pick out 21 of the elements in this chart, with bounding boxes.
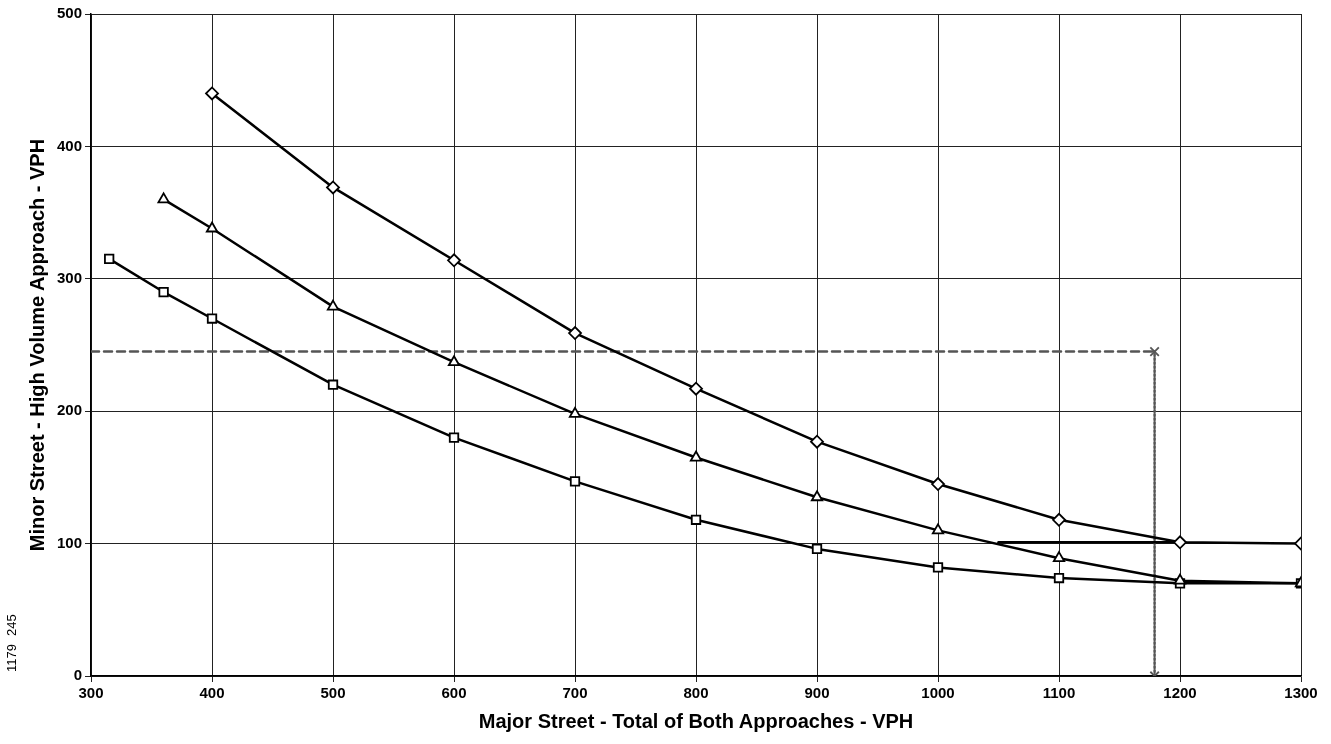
y-tick-label: 300 bbox=[57, 268, 83, 286]
x-tick-label: 1300 bbox=[1284, 684, 1318, 702]
y-tick-label: 0 bbox=[73, 666, 83, 684]
x-tick-label: 500 bbox=[320, 684, 346, 702]
x-tick-label: 1000 bbox=[921, 684, 955, 702]
text: 1179 bbox=[3, 644, 19, 672]
x-tick-label: 600 bbox=[441, 684, 467, 702]
text: 245 bbox=[3, 614, 19, 637]
x-axis-title: Major Street - Total of Both Approaches - VPH bbox=[478, 709, 914, 732]
x-tick-label: 800 bbox=[683, 684, 709, 702]
y-axis-title: Minor Street - High Volume Approach - VPH bbox=[25, 138, 48, 552]
x-tick-label: 1200 bbox=[1163, 684, 1197, 702]
x-tick-label: 900 bbox=[804, 684, 830, 702]
y-tick-label: 400 bbox=[57, 136, 83, 154]
x-tick-label: 300 bbox=[78, 684, 104, 702]
y-tick-label: 100 bbox=[57, 533, 83, 551]
x-tick-label: 1100 bbox=[1042, 684, 1076, 702]
x-tick-label: 400 bbox=[199, 684, 225, 702]
x-tick-label: 700 bbox=[562, 684, 588, 702]
y-tick-label: 500 bbox=[57, 4, 83, 22]
y-tick-label: 200 bbox=[57, 401, 83, 419]
